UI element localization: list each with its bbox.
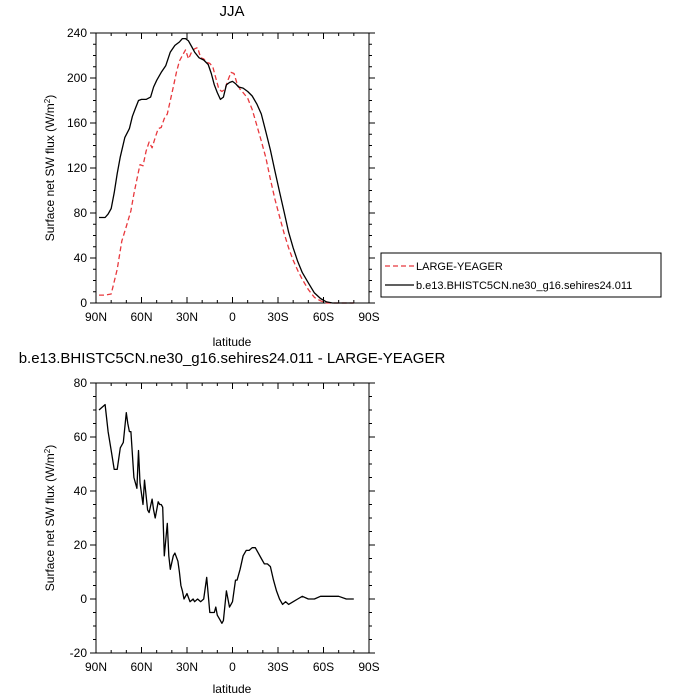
top-y-tick-label: 80	[74, 206, 88, 220]
bottom-y-tick-label: 60	[74, 430, 88, 444]
top-x-axis-title: latitude	[213, 335, 252, 349]
top-y-tick-label: 120	[67, 161, 87, 175]
top-series-line-b-e13-bhistc5cn-ne30-g16-sehires24-011	[99, 37, 354, 304]
bottom-x-tick-label: 30S	[267, 660, 288, 674]
bottom-series-line-0	[98, 403, 354, 624]
bottom-x-tick-label: 90N	[85, 660, 107, 674]
bottom-axis-ticks: 90N 60N 30N 0 30S 60S 90S -20 0 20 40 60 80	[70, 376, 380, 674]
top-x-tick-label: 60S	[313, 310, 334, 324]
top-y-tick-label: 0	[80, 296, 87, 310]
bottom-y-axis-title-text: Surface net SW flux (W/m	[43, 453, 57, 591]
top-axis-ticks: 90N 60N 30N 0 30S 60S 90S 0 40 80 120 160 200 240	[67, 26, 380, 324]
bottom-x-axis-title: latitude	[213, 682, 252, 696]
bottom-x-tick-label: 90S	[358, 660, 379, 674]
bottom-series-lines	[98, 403, 354, 624]
top-x-tick-label: 90S	[358, 310, 379, 324]
legend: LARGE-YEAGER b.e13.BHISTC5CN.ne30_g16.se…	[380, 252, 662, 298]
top-x-tick-label: 60N	[130, 310, 152, 324]
top-series-lines	[99, 37, 354, 304]
bottom-panel-title: b.e13.BHISTC5CN.ne30_g16.sehires24.011 -…	[19, 350, 446, 367]
bottom-y-tick-label: 80	[74, 376, 88, 390]
bottom-y-tick-label: -20	[70, 646, 88, 660]
bottom-y-axis-title: Surface net SW flux (W/m2)	[43, 445, 58, 591]
bottom-panel: b.e13.BHISTC5CN.ne30_g16.sehires24.011 -…	[19, 350, 446, 696]
legend-label-sehires24: b.e13.BHISTC5CN.ne30_g16.sehires24.011	[416, 280, 632, 292]
bottom-x-tick-label: 30N	[176, 660, 198, 674]
top-y-tick-label: 40	[74, 251, 88, 265]
top-x-tick-label: 0	[229, 310, 236, 324]
top-y-tick-label: 160	[67, 116, 87, 130]
bottom-plot-frame	[95, 382, 370, 654]
top-y-axis-title: Surface net SW flux (W/m2)	[43, 95, 58, 241]
legend-box	[380, 252, 662, 298]
top-y-tick-label: 200	[67, 71, 87, 85]
bottom-x-tick-label: 60S	[313, 660, 334, 674]
bottom-y-tick-label: 0	[80, 592, 87, 606]
top-y-axis-title-text: Surface net SW flux (W/m	[43, 103, 57, 241]
top-x-tick-label: 30N	[176, 310, 198, 324]
legend-label-large-yeager: LARGE-YEAGER	[416, 261, 503, 273]
bottom-y-tick-label: 40	[74, 484, 88, 498]
top-x-tick-label: 30S	[267, 310, 288, 324]
bottom-x-tick-label: 0	[229, 660, 236, 674]
top-x-tick-label: 90N	[85, 310, 107, 324]
top-panel: JJA 90N 60N 30N 0 30S 60S 90S 0 40 80 120 160 200 240…	[43, 3, 380, 349]
top-series-line-large-yeager	[99, 46, 354, 304]
top-y-tick-label: 240	[67, 26, 87, 40]
bottom-x-tick-label: 60N	[130, 660, 152, 674]
bottom-y-tick-label: 20	[74, 538, 88, 552]
top-panel-title: JJA	[219, 3, 244, 20]
